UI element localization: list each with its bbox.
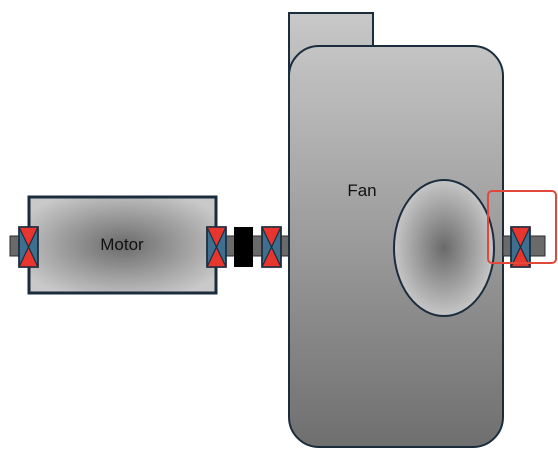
bearing-icon (18, 226, 39, 268)
motor-label: Motor (100, 235, 144, 254)
coupling-icon (234, 227, 253, 267)
bearing-icon (510, 226, 531, 268)
highlight-box (487, 190, 557, 264)
fan-inlet (393, 179, 495, 317)
bearing-icon (261, 226, 282, 268)
motor-body (27, 195, 218, 295)
fan-label: Fan (347, 181, 376, 200)
bearing-icon (206, 226, 227, 268)
